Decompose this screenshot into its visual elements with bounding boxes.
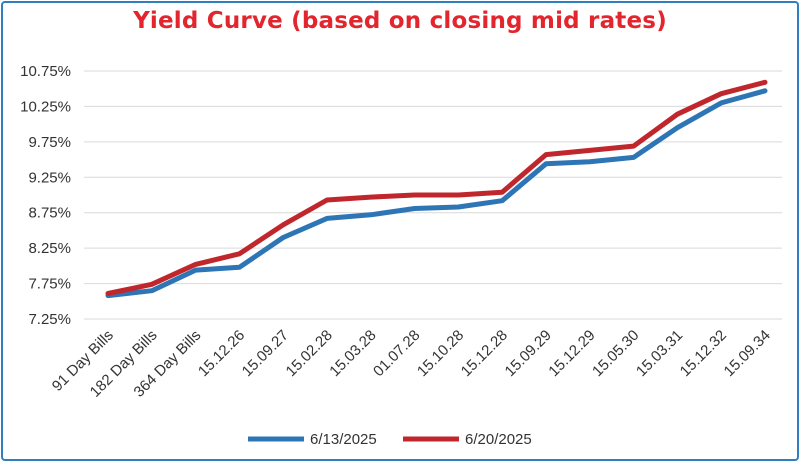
y-tick-label: 10.25% <box>20 98 71 115</box>
y-tick-label: 9.25% <box>28 169 71 186</box>
x-tick-label: 15.12.29 <box>545 327 598 380</box>
y-tick-label: 9.75% <box>28 134 71 151</box>
series-line-1 <box>105 88 768 299</box>
y-tick-label: 10.75% <box>20 63 71 80</box>
legend-label: 6/20/2025 <box>465 431 532 448</box>
x-tick-label: 15.09.34 <box>721 327 774 380</box>
x-tick-label: 15.12.26 <box>195 327 248 380</box>
x-tick-label: 01.07.28 <box>370 327 423 380</box>
x-tick-label: 15.09.27 <box>239 327 292 380</box>
x-tick-label: 15.03.28 <box>326 327 379 380</box>
x-tick-label: 15.10.28 <box>414 327 467 380</box>
legend: 6/13/2025 6/20/2025 <box>248 431 532 448</box>
y-tick-label: 8.75% <box>28 205 71 222</box>
series-lines <box>105 79 768 299</box>
x-tick-label: 15.02.28 <box>283 327 336 380</box>
x-tick-label: 15.12.32 <box>677 327 730 380</box>
legend-label: 6/13/2025 <box>310 431 377 448</box>
x-tick-label: 15.09.29 <box>502 327 555 380</box>
y-tick-label: 7.75% <box>28 276 71 293</box>
grid-lines <box>84 70 782 320</box>
x-tick-label: 15.03.31 <box>633 327 686 380</box>
y-tick-label: 7.25% <box>28 311 71 328</box>
chart-title: Yield Curve (based on closing mid rates) <box>133 8 667 34</box>
x-tick-label: 15.05.30 <box>589 327 642 380</box>
y-axis-ticks: 7.25% 7.75% 8.25% 8.75% 9.25% 9.75% 10.25% 10.7… <box>20 63 71 328</box>
series-line-2 <box>105 79 768 296</box>
x-tick-label: 15.12.28 <box>458 327 511 380</box>
y-tick-label: 8.25% <box>28 240 71 257</box>
